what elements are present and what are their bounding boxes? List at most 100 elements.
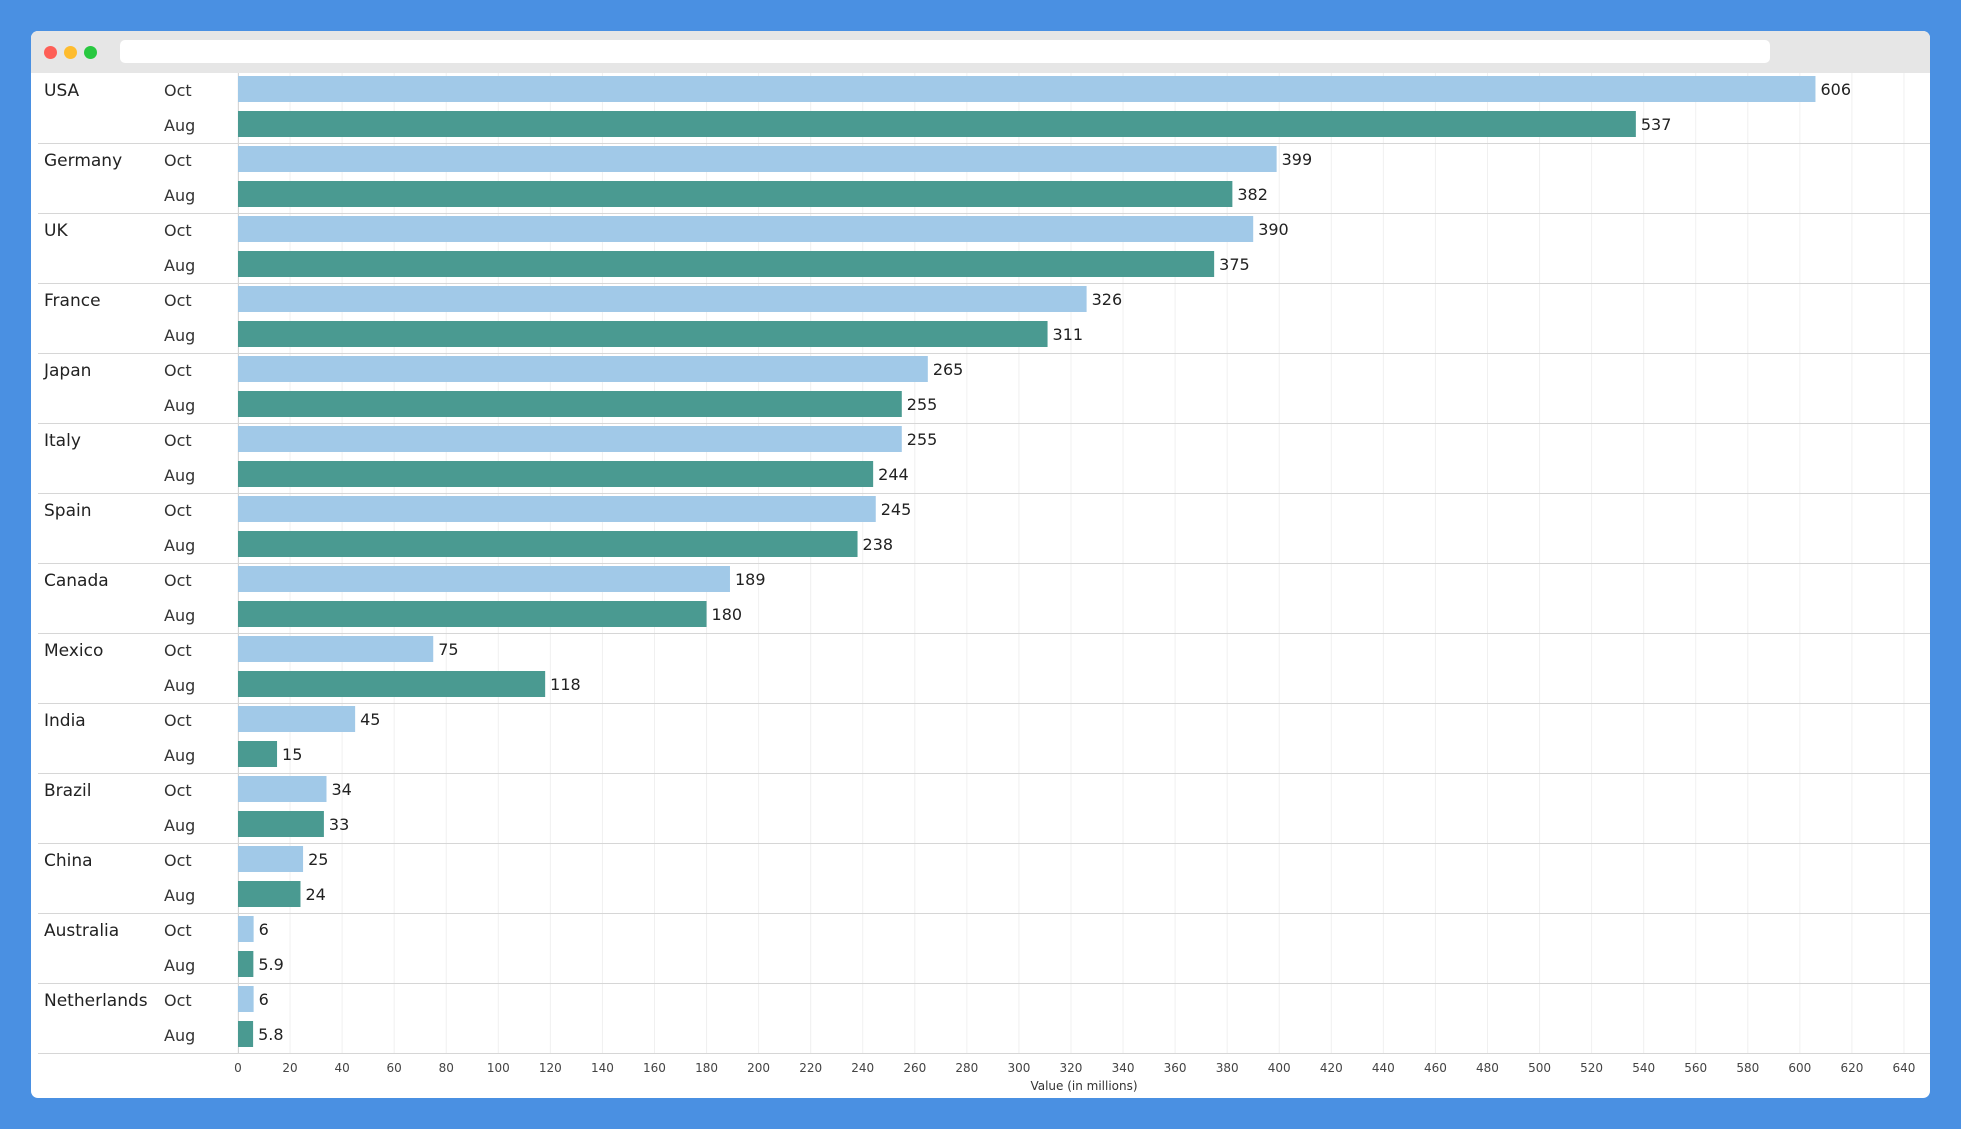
x-tick-label: 100 <box>487 1061 510 1075</box>
bar <box>238 426 902 452</box>
bar <box>238 111 1636 137</box>
x-tick-label: 320 <box>1060 1061 1083 1075</box>
bar <box>238 146 1277 172</box>
x-tick-label: 380 <box>1216 1061 1239 1075</box>
data-label: 390 <box>1258 220 1289 239</box>
x-tick-label: 260 <box>903 1061 926 1075</box>
x-tick-label: 220 <box>799 1061 822 1075</box>
data-label: 244 <box>878 465 909 484</box>
period-label: Oct <box>164 431 192 450</box>
period-label: Oct <box>164 571 192 590</box>
x-tick-label: 80 <box>439 1061 454 1075</box>
country-label: Mexico <box>44 641 103 661</box>
bar <box>238 496 876 522</box>
data-label: 33 <box>329 815 349 834</box>
period-label: Oct <box>164 151 192 170</box>
country-label: USA <box>44 81 80 101</box>
data-label: 5.8 <box>258 1025 283 1044</box>
bar <box>238 951 254 977</box>
period-label: Oct <box>164 501 192 520</box>
period-label: Aug <box>164 466 195 485</box>
country-label: Germany <box>44 151 122 171</box>
bar <box>238 776 327 802</box>
period-label: Aug <box>164 256 195 275</box>
period-label: Aug <box>164 816 195 835</box>
period-label: Oct <box>164 921 192 940</box>
bar <box>238 636 434 662</box>
data-label: 382 <box>1237 185 1268 204</box>
bar <box>238 321 1048 347</box>
maximize-window-button[interactable] <box>84 46 97 59</box>
data-label: 34 <box>332 780 352 799</box>
minimize-window-button[interactable] <box>64 46 77 59</box>
x-tick-label: 240 <box>851 1061 874 1075</box>
bar <box>238 916 254 942</box>
bar <box>238 986 254 1012</box>
x-tick-label: 360 <box>1164 1061 1187 1075</box>
data-label: 326 <box>1092 290 1123 309</box>
period-label: Aug <box>164 116 195 135</box>
data-label: 238 <box>863 535 894 554</box>
bar <box>238 741 278 767</box>
x-tick-label: 340 <box>1112 1061 1135 1075</box>
period-label: Aug <box>164 606 195 625</box>
x-tick-label: 640 <box>1893 1061 1916 1075</box>
period-label: Aug <box>164 396 195 415</box>
x-tick-label: 480 <box>1476 1061 1499 1075</box>
country-label: Canada <box>44 571 109 591</box>
data-label: 6 <box>259 920 269 939</box>
data-label: 265 <box>933 360 964 379</box>
period-label: Aug <box>164 886 195 905</box>
country-label: Spain <box>44 501 92 521</box>
x-tick-label: 580 <box>1736 1061 1759 1075</box>
period-label: Aug <box>164 1026 195 1045</box>
x-tick-label: 180 <box>695 1061 718 1075</box>
x-tick-label: 600 <box>1788 1061 1811 1075</box>
data-label: 255 <box>907 395 938 414</box>
data-label: 5.9 <box>258 955 283 974</box>
data-label: 24 <box>305 885 325 904</box>
data-label: 189 <box>735 570 766 589</box>
data-label: 15 <box>282 745 302 764</box>
window-titlebar <box>31 31 1930 73</box>
address-bar[interactable] <box>120 40 1770 63</box>
data-label: 118 <box>550 675 581 694</box>
period-label: Oct <box>164 221 192 240</box>
data-label: 255 <box>907 430 938 449</box>
data-label: 311 <box>1053 325 1084 344</box>
bar <box>238 251 1215 277</box>
data-label: 6 <box>259 990 269 1009</box>
bar <box>238 286 1087 312</box>
x-tick-label: 60 <box>387 1061 402 1075</box>
period-label: Aug <box>164 956 195 975</box>
x-tick-label: 500 <box>1528 1061 1551 1075</box>
country-label: UK <box>44 221 68 241</box>
bar <box>238 461 874 487</box>
bar <box>238 181 1233 207</box>
data-label: 45 <box>360 710 380 729</box>
x-tick-label: 120 <box>539 1061 562 1075</box>
period-label: Aug <box>164 746 195 765</box>
bar <box>238 846 304 872</box>
close-window-button[interactable] <box>44 46 57 59</box>
x-tick-label: 300 <box>1007 1061 1030 1075</box>
country-label: Netherlands <box>44 991 148 1011</box>
x-tick-label: 160 <box>643 1061 666 1075</box>
bar <box>238 76 1816 102</box>
data-label: 375 <box>1219 255 1250 274</box>
x-tick-label: 40 <box>334 1061 349 1075</box>
bar <box>238 566 730 592</box>
country-label: India <box>44 711 86 731</box>
data-label: 75 <box>438 640 458 659</box>
bar <box>238 881 301 907</box>
country-label: Australia <box>44 921 119 941</box>
data-label: 606 <box>1820 80 1851 99</box>
x-tick-label: 620 <box>1840 1061 1863 1075</box>
period-label: Oct <box>164 81 192 100</box>
period-label: Oct <box>164 711 192 730</box>
x-tick-label: 540 <box>1632 1061 1655 1075</box>
country-label: France <box>44 291 101 311</box>
x-tick-label: 560 <box>1684 1061 1707 1075</box>
bar <box>238 671 546 697</box>
